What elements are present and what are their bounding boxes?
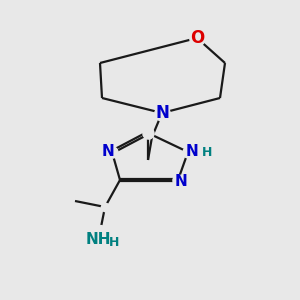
Text: N: N [175,175,188,190]
Text: N: N [186,143,198,158]
Text: NH: NH [85,232,111,247]
Text: H: H [202,146,212,160]
Text: N: N [102,143,114,158]
Text: O: O [190,29,204,47]
Text: N: N [155,104,169,122]
Text: H: H [109,236,119,248]
